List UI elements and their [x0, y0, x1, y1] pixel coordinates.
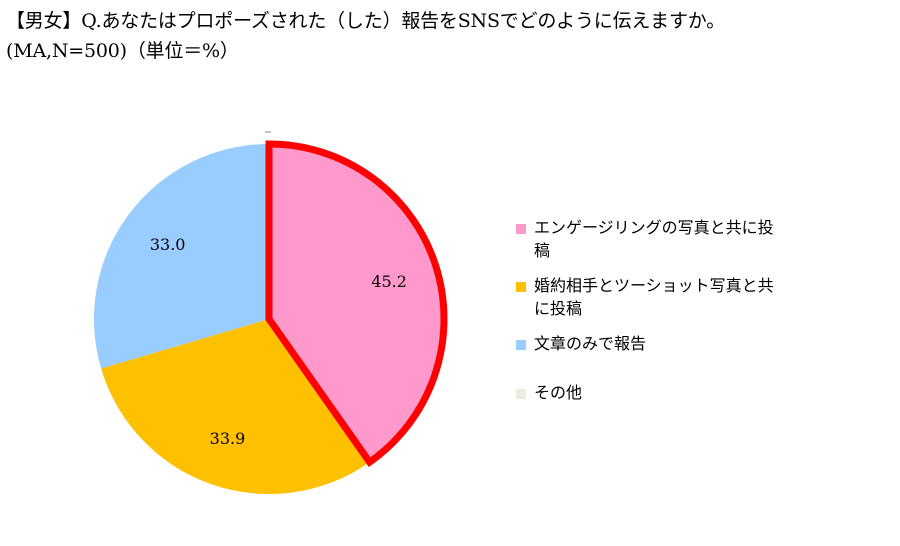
legend-swatch-other: [516, 389, 526, 399]
legend-label-engagement-ring: エンゲージリングの写真と共に投稿: [534, 218, 774, 260]
pie-slice-two-shot: [101, 319, 370, 494]
legend-item-two-shot: 婚約相手とツーショット写真と共に投稿: [516, 274, 776, 320]
chart-legend: エンゲージリングの写真と共に投稿 婚約相手とツーショット写真と共に投稿 文章のみ…: [516, 216, 776, 416]
chart-title: 【男女】Q.あなたはプロポーズされた（した）報告をSNSでどのように伝えますか。…: [6, 6, 896, 66]
data-label-engagement-ring: 45.2: [371, 272, 407, 291]
legend-swatch-engagement-ring: [516, 224, 526, 234]
legend-swatch-text-only: [516, 340, 526, 350]
legend-label-other: その他: [534, 383, 583, 402]
pie-slice-engagement-ring: [265, 140, 448, 468]
title-line-1: 【男女】Q.あなたはプロポーズされた（した）報告をSNSでどのように伝えますか。: [6, 10, 725, 32]
legend-swatch-two-shot: [516, 282, 526, 292]
data-label-text-only: 33.0: [150, 235, 186, 254]
pie-slice-text-only: [93, 144, 269, 369]
legend-item-other: その他: [516, 381, 776, 404]
title-line-2: (MA,N=500)（単位＝%）: [6, 40, 239, 62]
legend-item-text-only: 文章のみで報告: [516, 332, 776, 355]
legend-item-engagement-ring: エンゲージリングの写真と共に投稿: [516, 216, 776, 262]
data-label-two-shot: 33.9: [210, 429, 246, 448]
legend-label-text-only: 文章のみで報告: [534, 334, 647, 353]
legend-label-two-shot: 婚約相手とツーショット写真と共に投稿: [534, 276, 774, 318]
